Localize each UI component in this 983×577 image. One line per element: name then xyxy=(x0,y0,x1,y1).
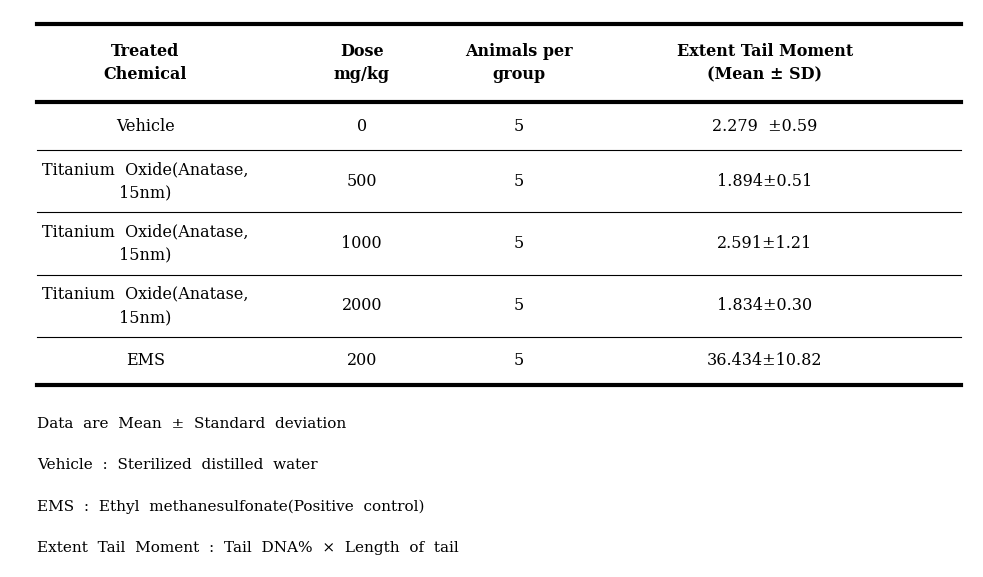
Text: Extent Tail Moment
(Mean ± SD): Extent Tail Moment (Mean ± SD) xyxy=(676,43,853,84)
Text: Titanium  Oxide(Anatase,
15nm): Titanium Oxide(Anatase, 15nm) xyxy=(42,286,249,326)
Text: Vehicle  :  Sterilized  distilled  water: Vehicle : Sterilized distilled water xyxy=(37,458,318,472)
Text: 36.434±10.82: 36.434±10.82 xyxy=(707,353,823,369)
Text: Titanium  Oxide(Anatase,
15nm): Titanium Oxide(Anatase, 15nm) xyxy=(42,223,249,264)
Text: Extent  Tail  Moment  :  Tail  DNA%  ×  Length  of  tail: Extent Tail Moment : Tail DNA% × Length … xyxy=(37,541,459,555)
Text: 1000: 1000 xyxy=(341,235,382,252)
Text: 5: 5 xyxy=(514,118,524,134)
Text: Dose
mg/kg: Dose mg/kg xyxy=(333,43,390,84)
Text: 2000: 2000 xyxy=(341,297,382,314)
Text: EMS: EMS xyxy=(126,353,165,369)
Text: 5: 5 xyxy=(514,235,524,252)
Text: Titanium  Oxide(Anatase,
15nm): Titanium Oxide(Anatase, 15nm) xyxy=(42,161,249,201)
Text: 0: 0 xyxy=(357,118,367,134)
Text: 5: 5 xyxy=(514,173,524,190)
Text: Vehicle: Vehicle xyxy=(116,118,175,134)
Text: 5: 5 xyxy=(514,353,524,369)
Text: 500: 500 xyxy=(346,173,377,190)
Text: 2.591±1.21: 2.591±1.21 xyxy=(718,235,812,252)
Text: 200: 200 xyxy=(347,353,376,369)
Text: EMS  :  Ethyl  methanesulfonate(Positive  control): EMS : Ethyl methanesulfonate(Positive co… xyxy=(37,500,425,514)
Text: 1.894±0.51: 1.894±0.51 xyxy=(718,173,812,190)
Text: Data  are  Mean  ±  Standard  deviation: Data are Mean ± Standard deviation xyxy=(37,417,347,430)
Text: 1.834±0.30: 1.834±0.30 xyxy=(718,297,812,314)
Text: 5: 5 xyxy=(514,297,524,314)
Text: 2.279  ±0.59: 2.279 ±0.59 xyxy=(712,118,818,134)
Text: Animals per
group: Animals per group xyxy=(465,43,573,84)
Text: Treated
Chemical: Treated Chemical xyxy=(104,43,187,84)
